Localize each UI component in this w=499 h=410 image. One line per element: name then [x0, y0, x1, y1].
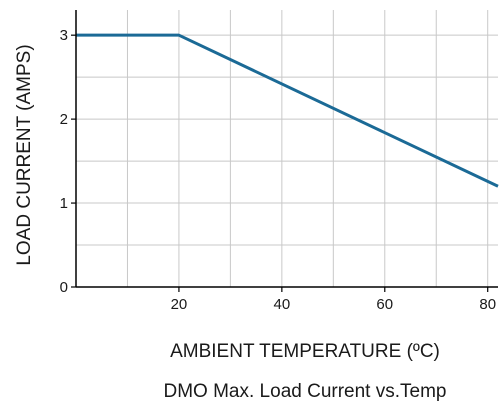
- series-layer: [76, 33, 499, 188]
- grid: [76, 10, 498, 287]
- y-tick-label: 1: [60, 195, 68, 212]
- x-tick-label: 40: [274, 296, 291, 313]
- y-tick-label: 2: [60, 111, 68, 128]
- series-line-0: [76, 33, 499, 188]
- tick-labels: 20 40 60 80 0 1 2 3: [60, 27, 496, 313]
- x-tick-label: 60: [376, 296, 393, 313]
- x-axis-title: AMBIENT TEMPERATURE (ºC): [170, 341, 440, 362]
- x-tick-label: 20: [171, 296, 188, 313]
- chart-title: DMO Max. Load Current vs.Temp: [164, 381, 447, 402]
- x-tick-label: 80: [479, 296, 496, 313]
- axes: [75, 10, 498, 288]
- y-axis-title: LOAD CURRENT (AMPS): [14, 44, 35, 265]
- y-tick-label: 0: [60, 279, 68, 296]
- y-tick-label: 3: [60, 27, 68, 44]
